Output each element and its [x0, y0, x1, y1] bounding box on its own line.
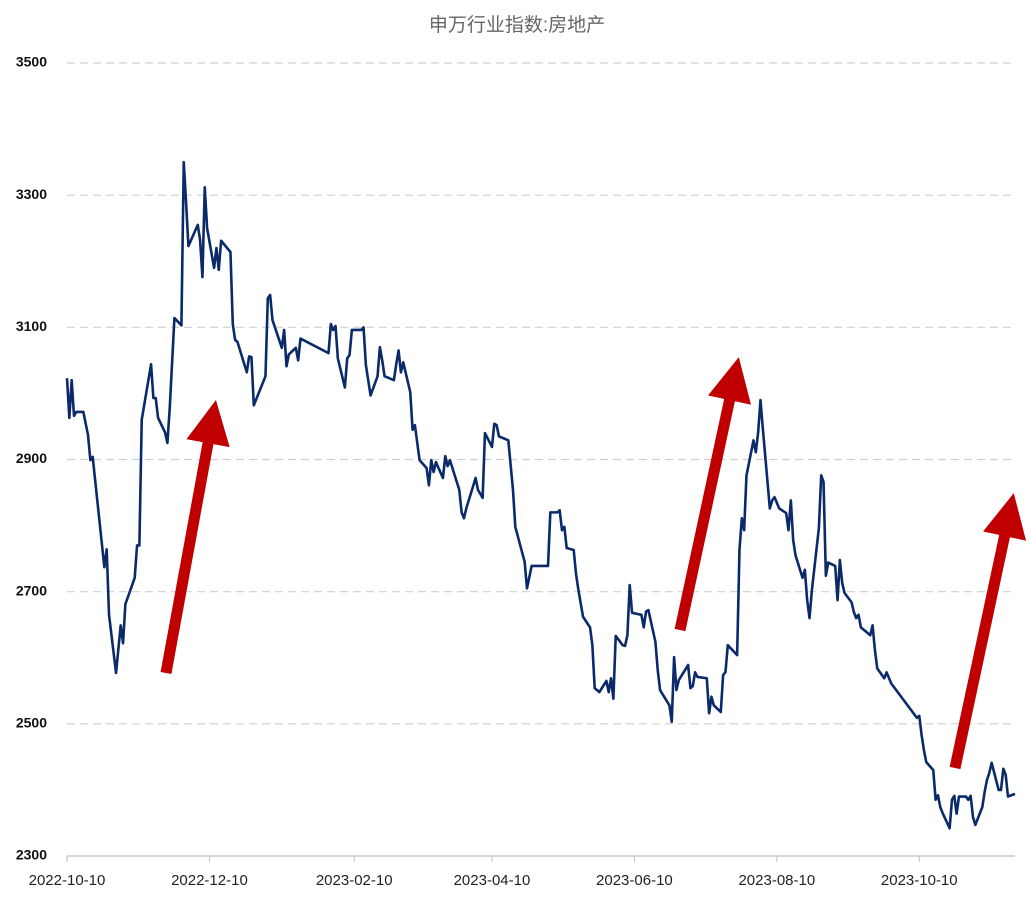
x-tick-label: 2022-12-10 — [171, 872, 248, 889]
y-tick-label: 2500 — [16, 715, 47, 731]
y-tick-label: 2300 — [16, 847, 47, 863]
chart-title: 申万行业指数:房地产 — [429, 14, 605, 36]
series-line — [65, 160, 1016, 830]
y-tick-label: 2900 — [16, 450, 47, 466]
annotation-arrow — [949, 493, 1027, 770]
y-tick-label: 2700 — [16, 582, 47, 598]
x-tick-label: 2023-04-10 — [454, 872, 531, 889]
x-tick-label: 2023-10-10 — [881, 872, 958, 889]
annotation-arrow — [674, 357, 752, 632]
x-tick-label: 2022-10-10 — [29, 872, 106, 889]
x-tick-label: 2023-06-10 — [596, 872, 673, 889]
x-tick-label: 2023-02-10 — [316, 872, 393, 889]
annotation-arrow — [160, 399, 230, 674]
y-tick-label: 3500 — [16, 54, 47, 70]
y-tick-label: 3300 — [16, 186, 47, 202]
x-tick-label: 2023-08-10 — [738, 872, 815, 889]
y-tick-label: 3100 — [16, 318, 47, 334]
